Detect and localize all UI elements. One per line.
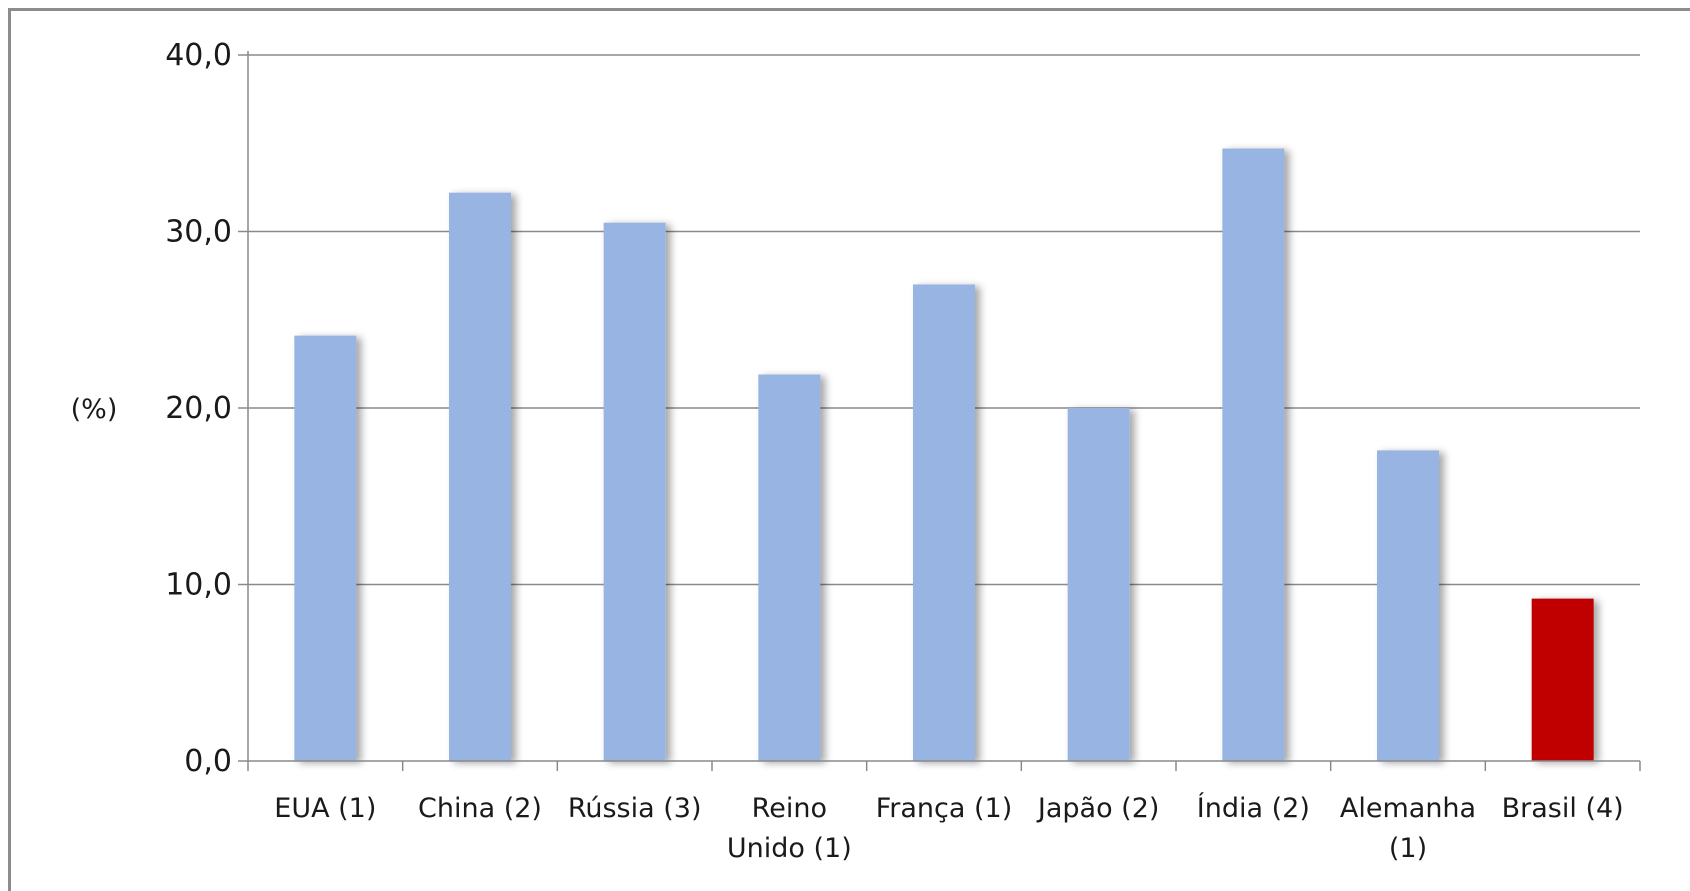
x-category-label-line: Rússia (3) (568, 793, 702, 824)
x-category-label: EUA (1) (274, 793, 376, 824)
x-category-label-line: Reino (752, 793, 827, 824)
bar (294, 335, 357, 761)
y-tick-label: 20,0 (165, 391, 232, 426)
x-category-label: Brasil (4) (1502, 793, 1624, 824)
y-axis-label: (%) (71, 394, 118, 425)
bar (1222, 148, 1285, 762)
bar (758, 374, 821, 761)
y-tick-label: 10,0 (165, 568, 232, 603)
x-category-label: China (2) (418, 793, 542, 824)
x-category-label-line: França (1) (876, 793, 1013, 824)
x-category-label: Índia (2) (1197, 792, 1310, 824)
bar (1531, 598, 1594, 761)
x-category-label: Reino Unido (1) (727, 793, 852, 864)
x-category-label-line: Alemanha (1340, 793, 1476, 824)
x-category-label: Alemanha (1) (1340, 793, 1476, 864)
x-category-label-line: Brasil (4) (1502, 793, 1624, 824)
bar (449, 192, 511, 762)
x-category-label-line: (1) (1389, 833, 1427, 864)
x-category-label-line: Unido (1) (727, 833, 852, 864)
bar (913, 284, 975, 761)
x-category-label: França (1) (876, 793, 1013, 824)
bar (603, 222, 666, 762)
y-tick-label: 30,0 (165, 215, 232, 250)
x-category-label-line: Índia (2) (1197, 792, 1310, 824)
y-tick-label: 0,0 (184, 744, 232, 779)
x-category-label: Japão (2) (1036, 793, 1160, 824)
bar (1067, 408, 1130, 761)
x-category-label-line: Japão (2) (1036, 793, 1160, 824)
x-category-label-line: China (2) (418, 793, 542, 824)
x-category-label: Rússia (3) (568, 793, 702, 824)
x-category-label-line: EUA (1) (274, 793, 376, 824)
y-tick-label: 40,0 (165, 38, 232, 73)
bar (1377, 450, 1439, 761)
